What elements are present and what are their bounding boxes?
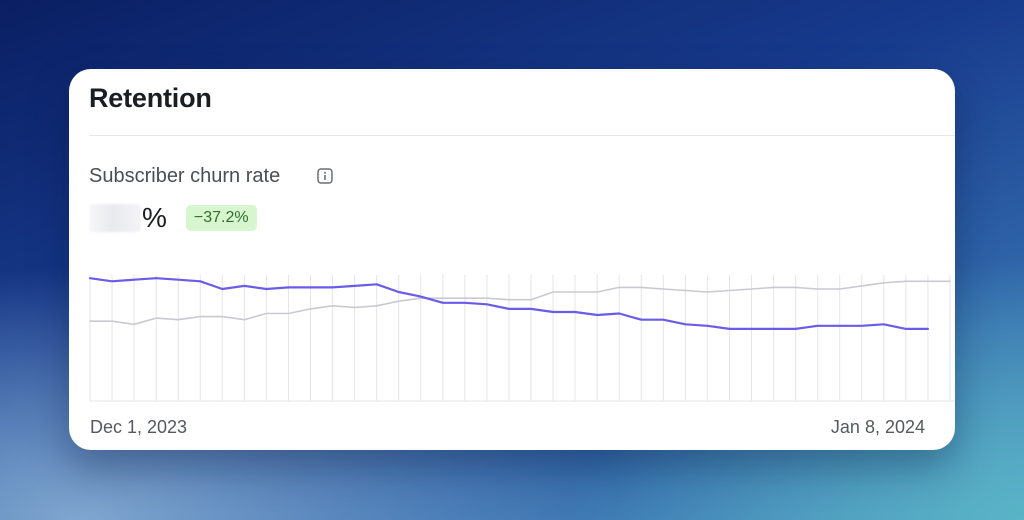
series-line-current bbox=[88, 277, 930, 331]
metric-label: Subscriber churn rate bbox=[89, 165, 281, 187]
retention-card: Retention Subscriber churn rate % −37.2%… bbox=[69, 69, 955, 450]
change-badge: −37.2% bbox=[185, 205, 257, 231]
churn-line-chart bbox=[88, 275, 955, 402]
metric-value-row: % −37.2% bbox=[89, 201, 257, 235]
x-axis-end-label: Jan 8, 2024 bbox=[830, 417, 925, 437]
info-icon[interactable] bbox=[317, 168, 333, 184]
metric-value-suffix: % bbox=[142, 202, 167, 233]
chart-series bbox=[88, 277, 951, 331]
series-line-previous bbox=[89, 280, 951, 326]
card-title: Retention bbox=[89, 83, 212, 113]
chart-grid bbox=[89, 275, 955, 402]
divider bbox=[89, 135, 955, 136]
metric-value-redacted bbox=[89, 204, 141, 232]
x-axis-start-label: Dec 1, 2023 bbox=[90, 417, 188, 437]
